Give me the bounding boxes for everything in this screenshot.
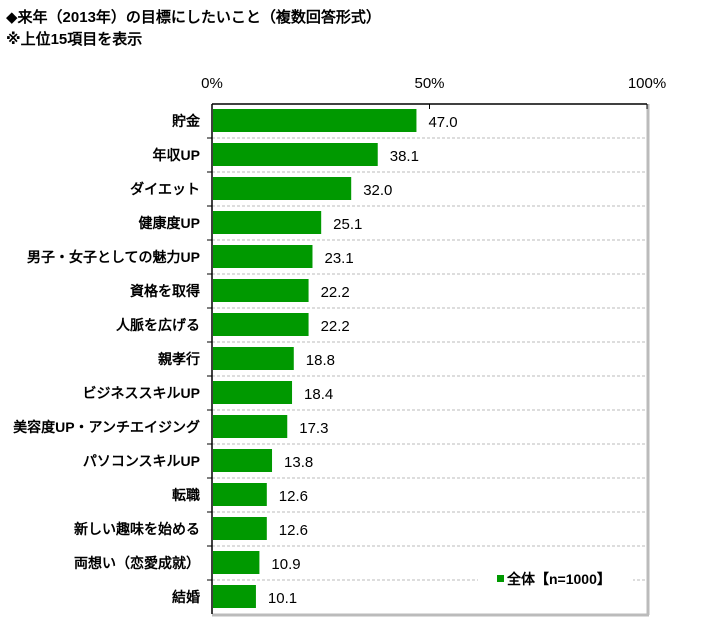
x-tick-label: 100%	[628, 75, 666, 92]
chart-subtitle: ※上位15項目を表示	[6, 31, 143, 48]
data-label: 10.9	[271, 556, 300, 573]
data-label: 38.1	[390, 148, 419, 165]
data-label: 13.8	[284, 454, 313, 471]
data-label: 17.3	[299, 420, 328, 437]
category-label: 新しい趣味を始める	[74, 521, 200, 537]
bar	[213, 415, 288, 438]
chart-title: ◆来年（2013年）の目標にしたいこと（複数回答形式）	[6, 9, 381, 26]
bar	[213, 313, 309, 336]
category-label: ダイエット	[130, 181, 200, 197]
legend-label: 全体【n=1000】	[506, 571, 611, 587]
data-label: 32.0	[363, 182, 392, 199]
bar	[213, 177, 352, 200]
data-label: 18.4	[304, 386, 333, 403]
x-tick-label: 50%	[414, 75, 444, 92]
category-label: 健康度UP	[139, 215, 200, 231]
category-label: 男子・女子としての魅力UP	[27, 249, 200, 265]
category-label: 親孝行	[158, 351, 200, 367]
category-label: 美容度UP・アンチエイジング	[13, 419, 200, 435]
category-label: 貯金	[172, 113, 201, 129]
category-label: ビジネススキルUP	[83, 385, 200, 401]
data-label: 23.1	[324, 250, 353, 267]
bar	[213, 585, 256, 608]
bar	[213, 551, 260, 574]
data-label: 47.0	[428, 114, 457, 131]
category-label: 両想い（恋愛成就）	[74, 555, 200, 571]
category-label: パソコンスキルUP	[83, 453, 200, 469]
bar	[213, 245, 313, 268]
bar	[213, 517, 267, 540]
category-label: 資格を取得	[130, 283, 200, 299]
category-label: 転職	[172, 487, 200, 503]
bar	[213, 347, 294, 370]
legend-swatch	[497, 575, 504, 582]
data-label: 22.2	[321, 318, 350, 335]
x-tick-label: 0%	[201, 75, 223, 92]
bar	[213, 143, 378, 166]
bar	[213, 449, 273, 472]
bar	[213, 381, 293, 404]
data-label: 25.1	[333, 216, 362, 233]
category-label: 人脈を広げる	[116, 317, 200, 333]
data-label: 12.6	[279, 488, 308, 505]
data-label: 12.6	[279, 522, 308, 539]
category-label: 結婚	[172, 589, 200, 605]
data-label: 18.8	[306, 352, 335, 369]
category-label: 年収UP	[153, 147, 200, 163]
bar	[213, 211, 322, 234]
data-label: 22.2	[321, 284, 350, 301]
bar	[213, 279, 309, 302]
data-label: 10.1	[268, 590, 297, 607]
bar	[213, 109, 417, 132]
bar	[213, 483, 267, 506]
